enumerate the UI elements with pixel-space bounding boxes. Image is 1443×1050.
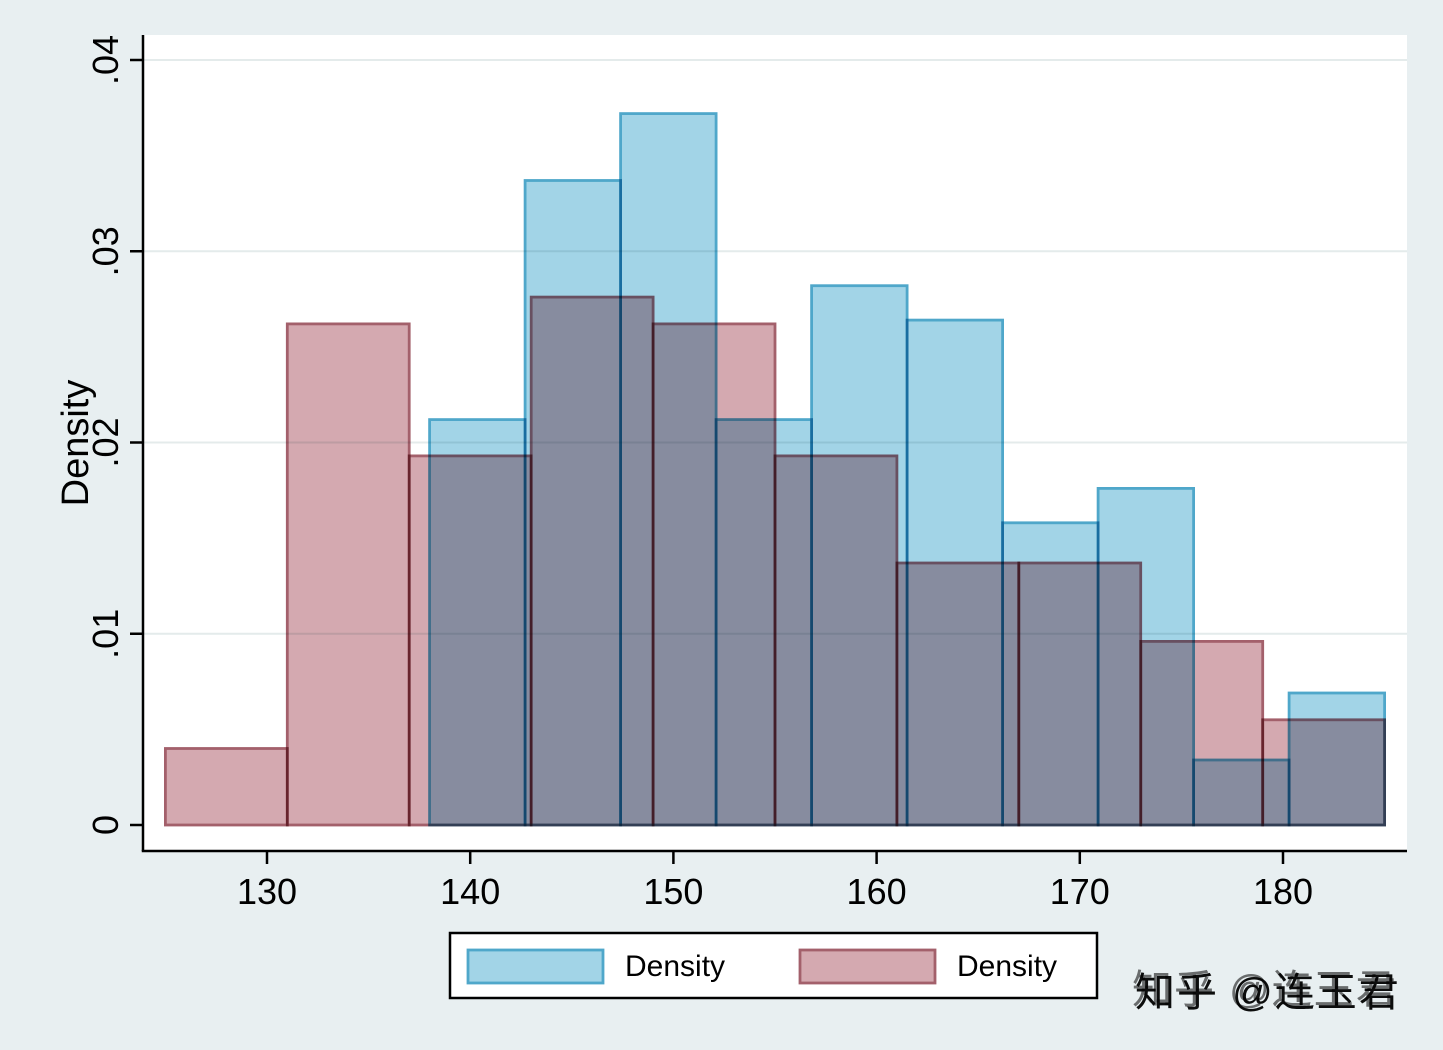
x-tick-label: 150 [643,871,703,912]
y-tick-label: .04 [85,35,126,85]
watermark-text: 知乎 @连玉君 [1135,971,1401,1015]
histogram-bar-pink-8 [1139,640,1265,827]
legend-label-blue: Density [625,950,725,983]
watermark-shadow: 知乎 @连玉君 [1132,968,1398,1012]
histogram-bar-pink-7 [1017,561,1143,827]
x-tick-label: 170 [1050,871,1110,912]
histogram-bar-pink-6 [895,561,1021,827]
y-tick-label: .02 [85,417,126,467]
histogram-bar-pink-9 [1261,718,1386,827]
histogram-bar-pink-1 [285,322,411,827]
watermark: 知乎 @连玉君 知乎 @连玉君 [1132,968,1401,1015]
x-tick-label: 180 [1253,871,1313,912]
histogram-bar-pink-5 [773,454,899,827]
legend-swatch-pink [798,948,937,985]
x-tick-label: 140 [440,871,500,912]
histogram-bar-pink-3 [529,295,655,827]
axes: 0 .01 .02 .03 .04 130 140 150 160 170 180 [85,35,1407,912]
y-axis-title: Density [55,380,97,507]
legend-box [448,931,1099,1000]
y-tick-label: .01 [85,609,126,659]
legend: Density Density [448,931,1099,1000]
histogram-bar-pink-4 [651,322,777,827]
x-tick-label: 130 [237,871,297,912]
y-tick-label: 0 [85,815,126,835]
x-tick-label: 160 [847,871,907,912]
histogram-bar-pink-0 [163,747,289,827]
histogram-bar-pink-2 [407,454,533,827]
legend-swatch-blue [466,948,605,985]
legend-label-pink: Density [957,950,1057,983]
y-tick-label: .03 [85,226,126,276]
histogram-series-pink [163,295,1386,827]
